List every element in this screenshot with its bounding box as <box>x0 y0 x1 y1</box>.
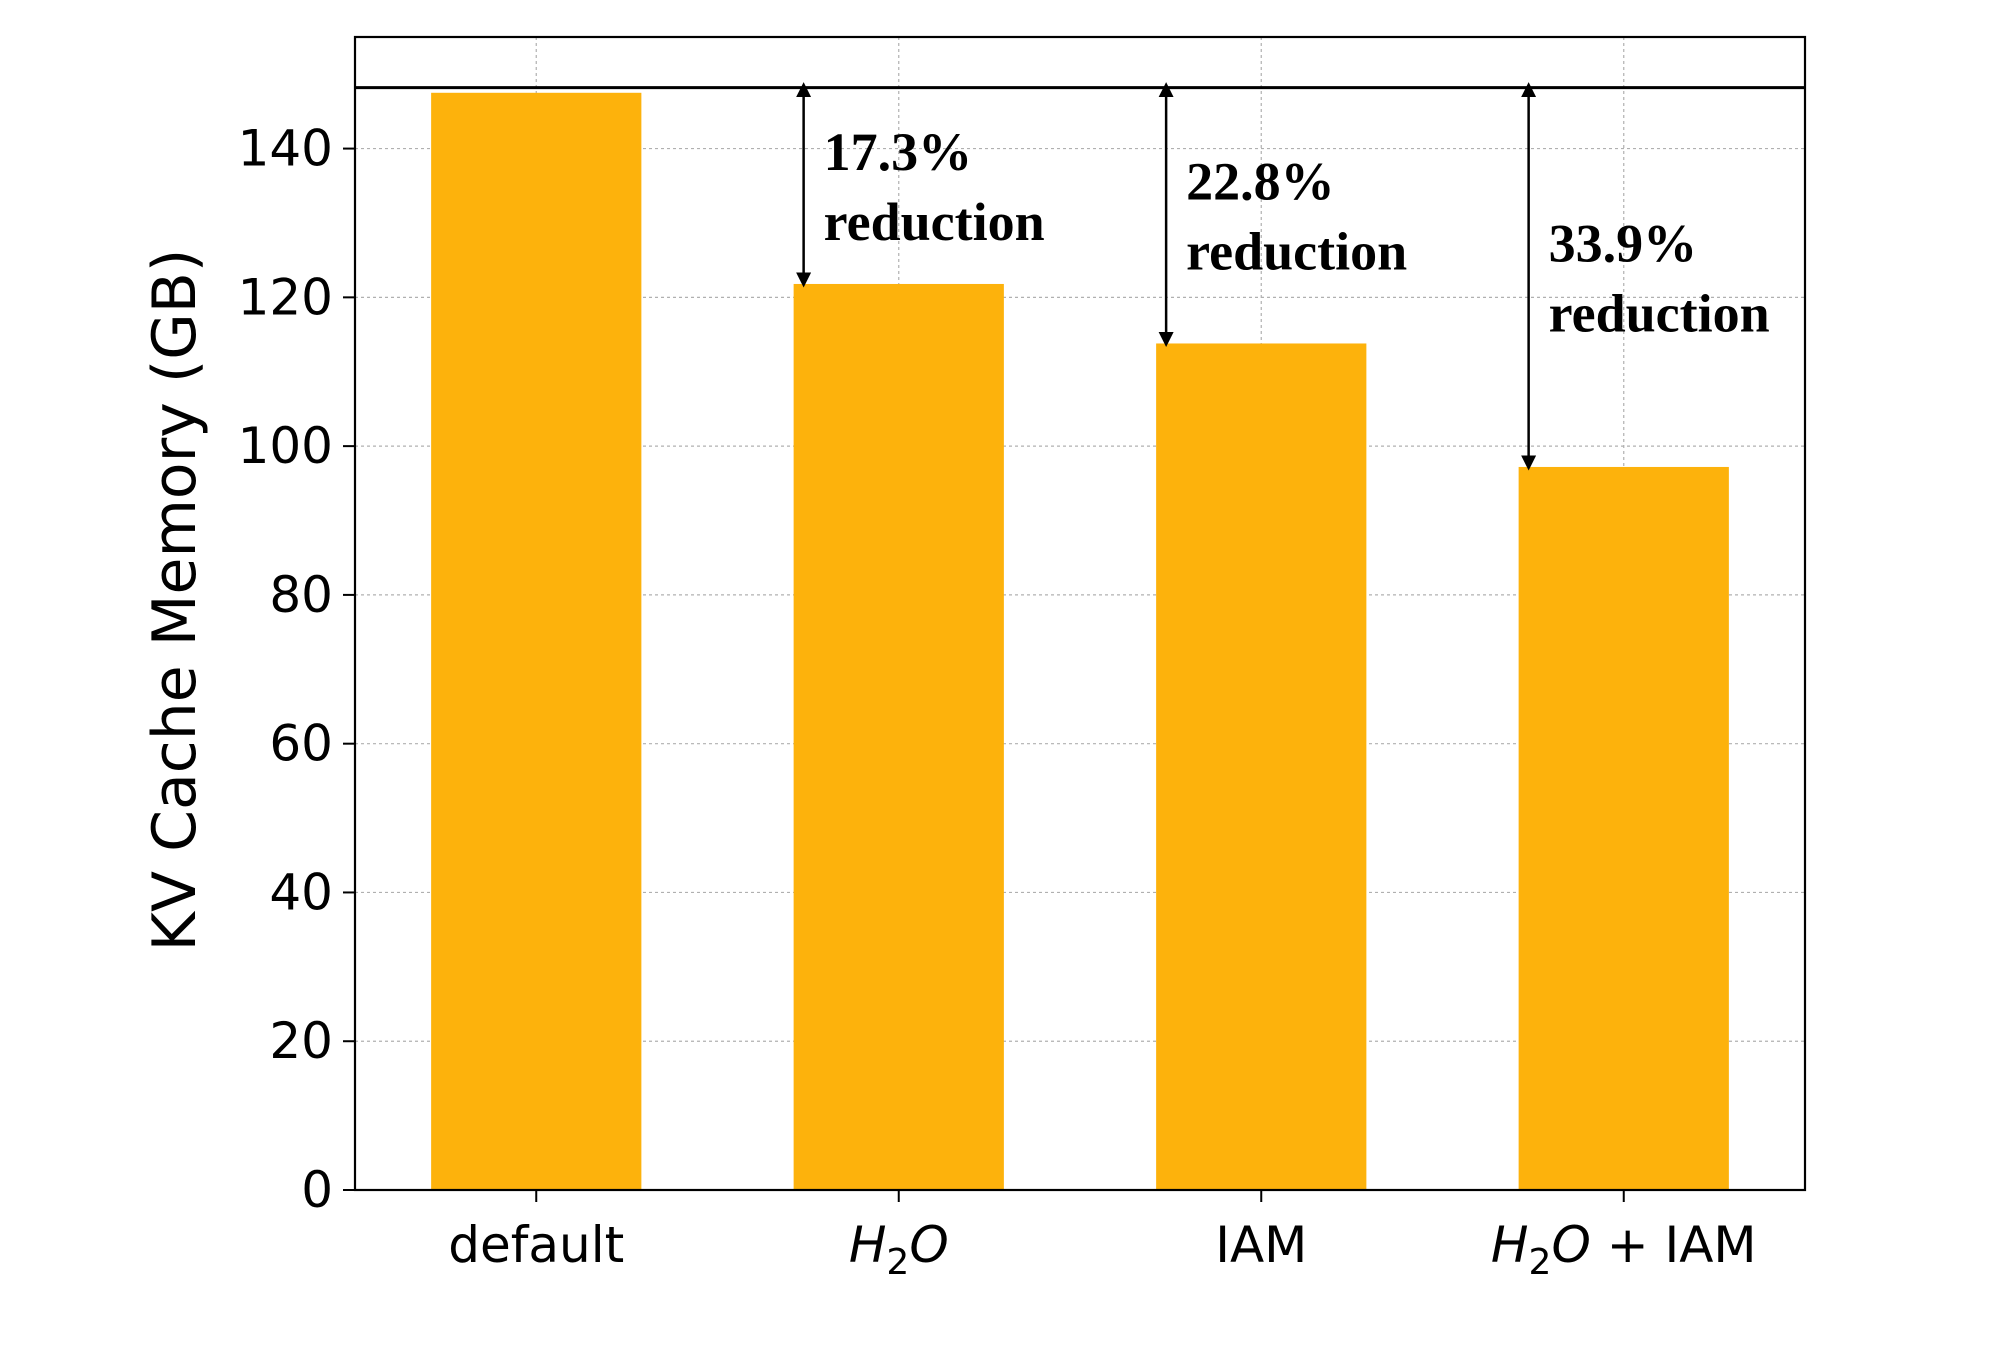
y-tick-label: 40 <box>269 863 333 921</box>
reduction-label: reduction <box>824 192 1045 252</box>
reduction-label: 33.9% <box>1549 213 1698 273</box>
x-tick-label: H2O <box>849 1216 949 1283</box>
y-tick-label: 80 <box>269 566 333 624</box>
reduction-label: reduction <box>1186 222 1407 282</box>
plot-frame <box>353 35 1807 1192</box>
reduction-label: reduction <box>1549 283 1770 343</box>
y-tick-label: 20 <box>269 1012 333 1070</box>
reduction-label: 22.8% <box>1186 152 1335 212</box>
x-axis-ticks: default H2O IAM H2O + IAM <box>448 1190 1757 1283</box>
x-tick-label: H2O + IAM <box>1491 1216 1757 1283</box>
y-tick-label: 60 <box>269 715 333 773</box>
x-tick-label: default <box>448 1216 624 1274</box>
reduction-annotations: 17.3% reduction 22.8% reduction 33.9% reducti… <box>796 82 1770 471</box>
y-axis-title: KV Cache Memory (GB) <box>140 249 210 952</box>
bar-default <box>431 92 642 1191</box>
plot-border <box>353 35 1807 1192</box>
y-axis-ticks: 0 20 40 60 80 100 120 140 <box>238 120 355 1219</box>
y-tick-label: 140 <box>238 120 333 178</box>
reduction-label: 17.3% <box>824 122 973 182</box>
x-tick-label: IAM <box>1215 1216 1307 1274</box>
y-tick-label: 120 <box>238 268 333 326</box>
bar-h2o-iam <box>1518 466 1729 1191</box>
y-tick-label: 0 <box>301 1161 333 1219</box>
bar-iam <box>1156 343 1367 1190</box>
bar-h2o <box>793 283 1004 1190</box>
bars <box>431 92 1729 1191</box>
y-tick-label: 100 <box>238 417 333 475</box>
